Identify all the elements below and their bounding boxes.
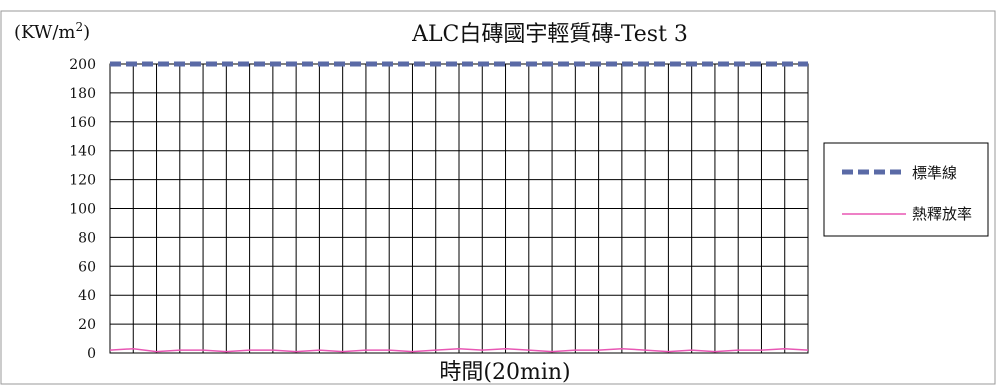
legend-label-heat-release: 熱釋放率	[912, 205, 972, 223]
y-tick-label: 80	[78, 230, 96, 246]
series-heat-release-rate	[109, 347, 809, 353]
y-tick-label: 0	[87, 346, 96, 362]
legend-box	[823, 142, 989, 237]
chart-title: ALC白磚國宇輕質磚-Test 3	[411, 22, 688, 47]
y-tick-label: 200	[69, 57, 96, 73]
y-tick-label: 140	[69, 144, 96, 160]
y-tick-label: 120	[69, 173, 96, 189]
y-tick-label: 180	[69, 86, 96, 102]
x-axis-label: 時間(20min)	[439, 360, 570, 385]
y-tick-label: 40	[78, 288, 96, 304]
legend-label-standard-line: 標準線	[912, 164, 957, 182]
series-layer	[109, 61, 809, 353]
y-tick-label: 160	[69, 115, 96, 131]
y-unit-label: (KW/m2)	[14, 20, 90, 43]
legend: 標準線 熱釋放率	[823, 142, 989, 237]
y-tick-label: 60	[78, 259, 96, 275]
chart-frame	[0, 10, 996, 385]
y-tick-label: 100	[69, 202, 96, 218]
y-tick-label: 20	[78, 317, 96, 333]
grid-lines	[110, 63, 808, 354]
y-tick-labels: 0 20 40 60 80 100 120 140 160 180 200	[69, 57, 96, 362]
